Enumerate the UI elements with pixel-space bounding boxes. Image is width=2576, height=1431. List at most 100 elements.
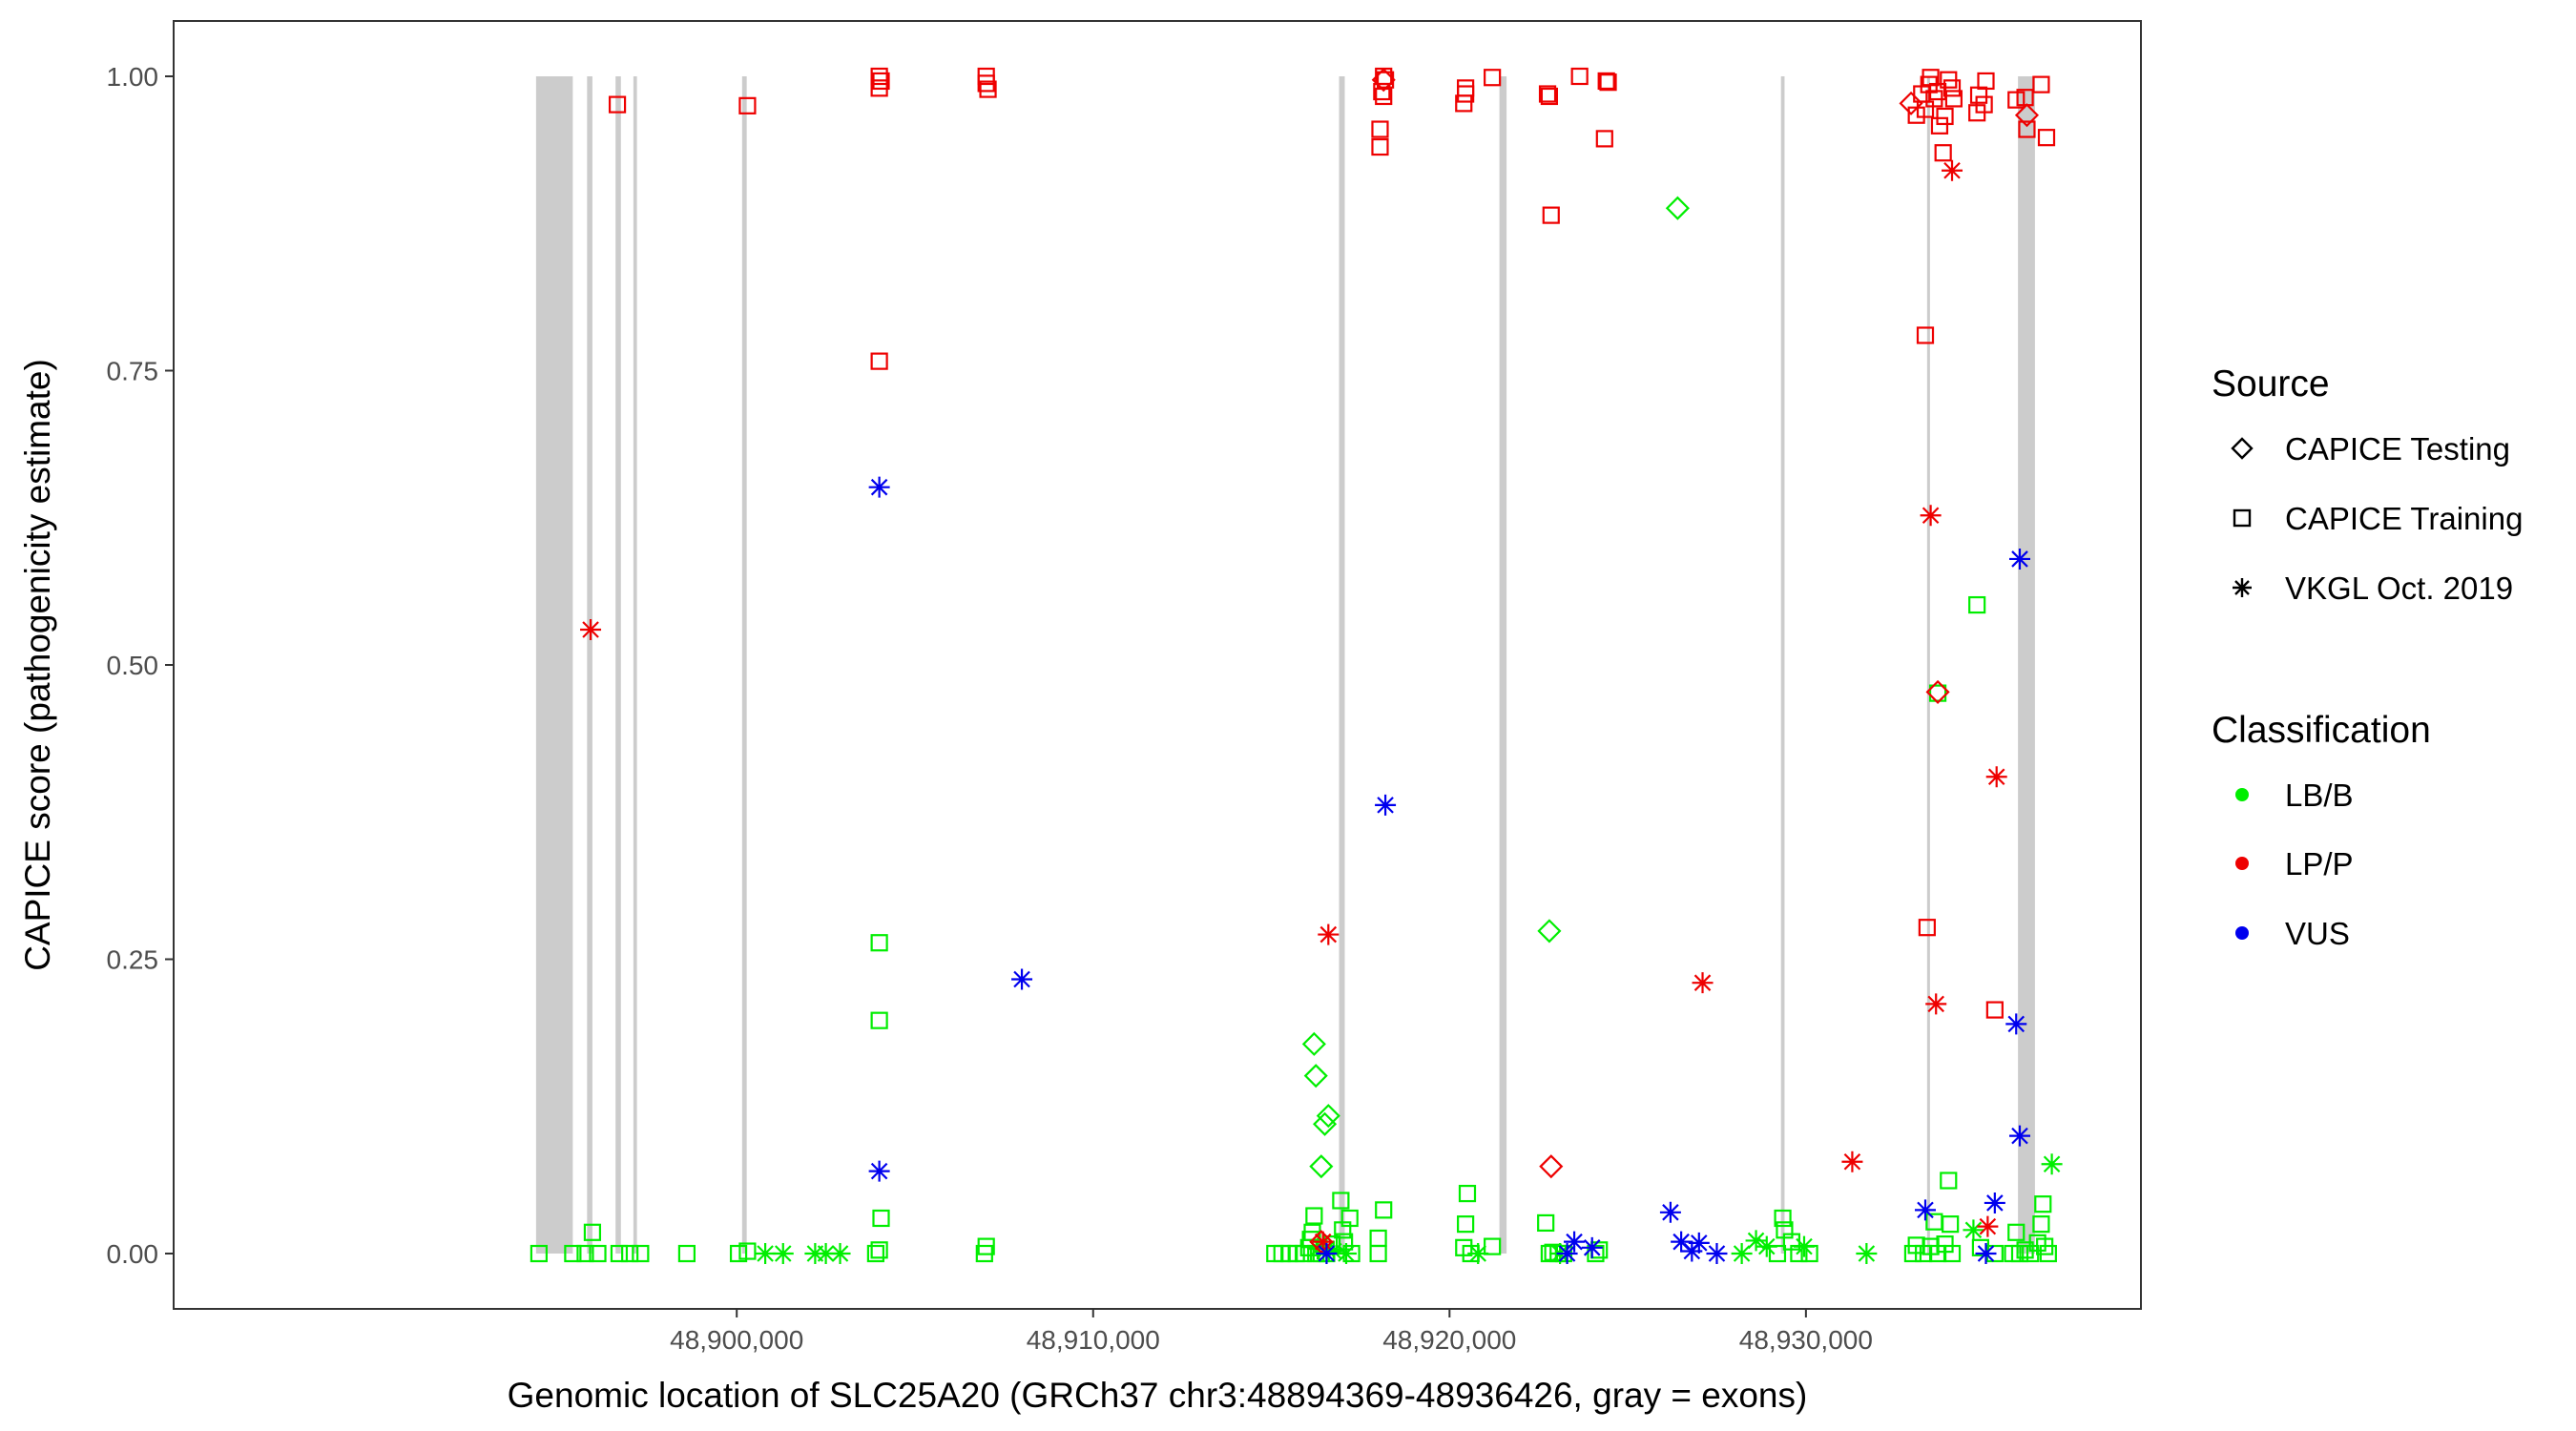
point-training-lbb bbox=[1800, 1244, 1818, 1263]
legend-diamond-symbol bbox=[2231, 437, 2254, 460]
point-training-lpp bbox=[1985, 1001, 2004, 1019]
point-training-lpp bbox=[1455, 94, 1473, 113]
point-vkgl-lbb bbox=[804, 1243, 826, 1264]
legend-class-label-vus: VUS bbox=[2285, 916, 2350, 951]
legend-lbb-dot bbox=[2235, 788, 2249, 801]
point-training-lpp bbox=[1542, 206, 1560, 224]
point-training-lpp bbox=[608, 95, 627, 114]
legend-source-key-testing: CAPICE Testing bbox=[2231, 431, 2510, 467]
point-vkgl-lbb bbox=[1755, 1235, 1777, 1257]
legend: Source CAPICE Testing CAPICE Training VK… bbox=[2212, 363, 2523, 951]
point-training-lpp bbox=[1916, 100, 1935, 118]
point-training-lbb bbox=[621, 1244, 639, 1263]
point-vkgl-lpp bbox=[580, 618, 602, 640]
point-training-lbb bbox=[1940, 1172, 1958, 1190]
y-tick-label: 0.75 bbox=[107, 356, 159, 385]
point-vkgl-lpp bbox=[1977, 1215, 1999, 1237]
point-vkgl-lbb bbox=[815, 1243, 837, 1264]
point-testing-lbb bbox=[1301, 1031, 1326, 1056]
point-training-lbb bbox=[1458, 1184, 1477, 1203]
point-testing-lpp bbox=[1539, 1154, 1564, 1179]
point-training-lbb bbox=[632, 1244, 650, 1263]
point-training-lpp bbox=[1595, 130, 1613, 148]
point-training-lpp bbox=[2018, 120, 2036, 138]
point-vkgl-vus bbox=[1564, 1231, 1586, 1253]
point-vkgl-vus bbox=[1011, 968, 1033, 990]
point-vkgl-lbb bbox=[1856, 1243, 1878, 1264]
point-training-lpp bbox=[1916, 326, 1935, 344]
legend-source-label-training: CAPICE Training bbox=[2285, 501, 2523, 536]
point-training-lpp bbox=[1375, 87, 1393, 106]
point-vkgl-lpp bbox=[1925, 993, 1947, 1015]
point-vkgl-lbb bbox=[1322, 1240, 1344, 1262]
exon-band bbox=[1499, 75, 1507, 1255]
point-training-lbb bbox=[1768, 1244, 1787, 1263]
exon-band bbox=[2018, 75, 2035, 1255]
point-training-lbb bbox=[2032, 1215, 2050, 1234]
point-vkgl-lpp bbox=[1312, 1231, 1334, 1253]
data-points bbox=[530, 67, 2063, 1264]
point-training-lbb bbox=[1968, 595, 1986, 614]
point-training-lbb bbox=[1369, 1244, 1387, 1263]
legend-source-title: Source bbox=[2212, 363, 2330, 404]
point-training-lpp bbox=[1457, 85, 1475, 103]
legend-source-key-vkgl: VKGL Oct. 2019 bbox=[2233, 570, 2513, 606]
y-axis-title: CAPICE score (pathogenicity estimate) bbox=[18, 359, 57, 971]
point-vkgl-vus bbox=[1581, 1236, 1603, 1258]
legend-square-symbol bbox=[2233, 508, 2252, 528]
exon-band bbox=[1780, 75, 1785, 1255]
point-vkgl-lbb bbox=[772, 1243, 794, 1264]
legend-class-label-lbb: LB/B bbox=[2285, 778, 2354, 813]
point-training-lbb bbox=[1587, 1244, 1605, 1263]
exon-band bbox=[587, 75, 592, 1255]
point-training-lpp bbox=[1540, 87, 1559, 106]
point-training-lbb bbox=[583, 1223, 602, 1241]
point-testing-lbb bbox=[1303, 1064, 1328, 1089]
legend-lpp-dot bbox=[2235, 857, 2249, 870]
point-training-lbb bbox=[1537, 1213, 1555, 1233]
point-testing-lbb bbox=[1665, 196, 1690, 220]
y-tick-label: 0.25 bbox=[107, 945, 159, 975]
point-testing-lpp bbox=[1309, 1230, 1334, 1255]
point-vkgl-vus bbox=[868, 476, 890, 498]
point-training-lbb bbox=[1305, 1207, 1323, 1225]
point-vkgl-lpp bbox=[1841, 1151, 1863, 1172]
point-vkgl-vus bbox=[2008, 548, 2030, 570]
exon-band bbox=[633, 75, 637, 1255]
point-training-lbb bbox=[870, 1241, 888, 1259]
point-testing-lbb bbox=[1537, 919, 1562, 944]
point-vkgl-lbb bbox=[755, 1243, 777, 1264]
point-training-lbb bbox=[872, 1209, 890, 1228]
exon-band bbox=[535, 75, 573, 1255]
point-training-lbb bbox=[2034, 1195, 2052, 1213]
point-training-lpp bbox=[2007, 91, 2025, 109]
exon-band bbox=[615, 75, 621, 1255]
x-tick-label: 48,920,000 bbox=[1382, 1325, 1516, 1355]
point-training-lbb bbox=[530, 1244, 548, 1263]
point-training-lbb bbox=[677, 1244, 696, 1263]
point-training-lpp bbox=[870, 79, 888, 97]
point-training-lbb bbox=[977, 1237, 995, 1255]
point-vkgl-lbb bbox=[2041, 1153, 2063, 1175]
point-testing-lbb bbox=[1309, 1154, 1334, 1179]
point-training-lpp bbox=[979, 80, 997, 98]
point-training-lpp bbox=[1484, 69, 1502, 87]
point-training-lpp bbox=[977, 74, 995, 93]
y-tick-label: 0.50 bbox=[107, 651, 159, 680]
legend-source-label-vkgl: VKGL Oct. 2019 bbox=[2285, 570, 2513, 606]
point-training-lpp bbox=[1942, 79, 1962, 97]
point-vkgl-vus bbox=[1681, 1240, 1703, 1262]
point-training-lpp bbox=[1977, 72, 1995, 91]
legend-class-key-vus: VUS bbox=[2235, 916, 2350, 951]
point-training-lbb bbox=[2039, 1244, 2057, 1263]
point-testing-lbb bbox=[1316, 1104, 1340, 1129]
point-training-lpp bbox=[1597, 72, 1615, 91]
y-tick-label: 0.00 bbox=[107, 1239, 159, 1269]
point-vkgl-lbb bbox=[1745, 1230, 1767, 1252]
point-training-lbb bbox=[870, 934, 888, 952]
point-training-lpp bbox=[1975, 95, 1993, 114]
point-training-lbb bbox=[1774, 1209, 1792, 1228]
legend-source-key-training: CAPICE Training bbox=[2233, 501, 2523, 536]
